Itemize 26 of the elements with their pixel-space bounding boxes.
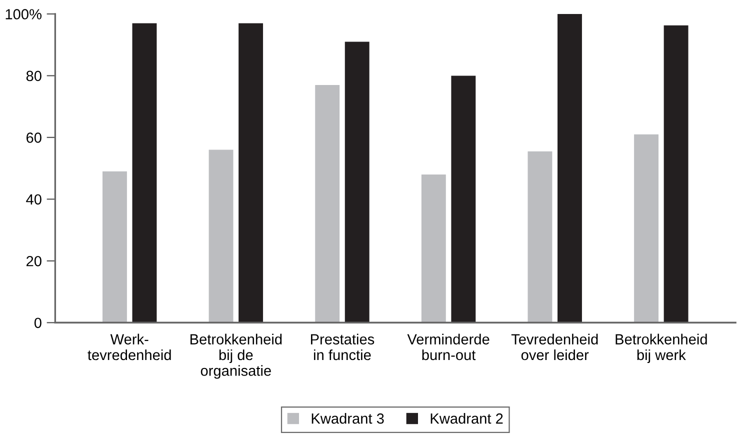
y-tick-label: 40 [26,194,42,205]
bar [528,151,552,323]
x-tick-label: Werk- tevredenheid [88,334,171,360]
y-tick-label: 20 [26,256,42,266]
bar [451,76,476,323]
bar [208,150,234,323]
bar [634,134,659,323]
bar [664,25,688,323]
bar [344,42,370,323]
y-tick-label: 0 [34,318,42,328]
bar [421,174,446,323]
legend-label: Kwadrant 2 [430,413,503,424]
x-tick-label: Betrokkenheid bij de organisatie [190,334,282,379]
x-tick-label: Tevredenheid over leider [511,334,598,360]
x-tick-label: Prestaties in functie [311,334,374,360]
legend-label: Kwadrant 3 [312,413,384,424]
x-tick-label: Betrokkenheid bij werk [616,334,707,364]
bar [315,84,340,323]
x-tick-label: Verminderde burn-out [407,334,490,360]
y-tick-label: 100% [6,9,42,20]
bar [102,171,127,323]
bar [558,14,582,323]
y-tick-label: 80 [26,70,42,82]
bar [132,23,157,323]
y-tick-label: 60 [26,132,42,143]
bar [238,23,264,323]
